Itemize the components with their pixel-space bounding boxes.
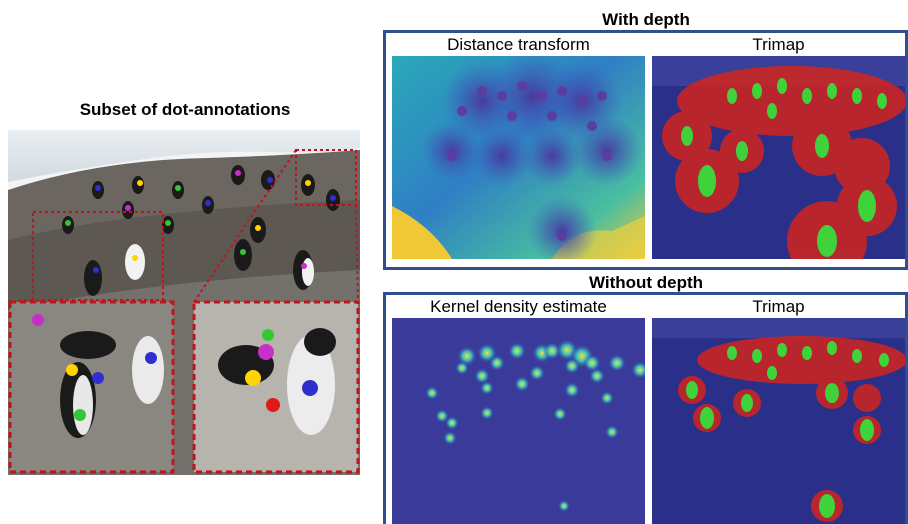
- trimap-label-top: Trimap: [752, 35, 805, 54]
- trimap-image-top: [652, 56, 905, 259]
- distance-transform-label: Distance transform: [447, 35, 590, 54]
- kernel-density-image: [392, 318, 645, 524]
- left-panel-title: Subset of dot-annotations: [79, 100, 291, 119]
- trimap-label-bottom: Trimap: [752, 297, 805, 316]
- with-depth-title: With depth: [602, 10, 690, 29]
- kernel-density-label: Kernel density estimate: [430, 297, 607, 316]
- with-depth-frame: [383, 30, 908, 270]
- distance-transform-image: [392, 56, 645, 259]
- trimap-image-bottom: [652, 318, 905, 524]
- penguin-photo: [8, 130, 360, 475]
- without-depth-title: Without depth: [588, 273, 704, 292]
- penguin-photo-illustration: [8, 130, 360, 475]
- without-depth-frame: [383, 292, 908, 524]
